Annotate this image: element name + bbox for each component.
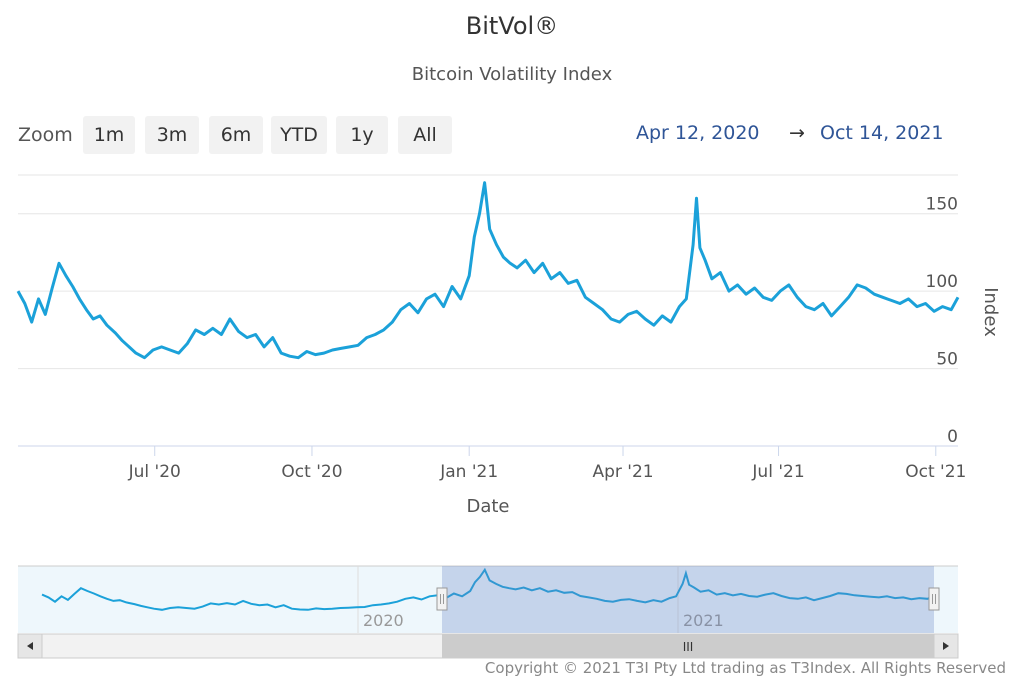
x-tick-label: Oct '20	[281, 462, 342, 482]
x-tick-label: Jul '21	[751, 462, 804, 482]
zoom-1m-button[interactable]: 1m	[83, 116, 135, 154]
navigator-right-handle[interactable]	[928, 587, 940, 611]
scroll-left-arrow-icon	[27, 642, 33, 650]
zoom-1y-button[interactable]: 1y	[336, 116, 388, 154]
copyright-text: Copyright © 2021 T3I Pty Ltd trading as …	[484, 659, 1006, 677]
x-tick-label: Oct '21	[905, 462, 966, 482]
chart-title: BitVol®	[465, 12, 559, 40]
range-arrow: →	[789, 122, 805, 144]
y-axis-ticks: 0 50 100 150	[926, 195, 958, 447]
navigator-series-line	[41, 567, 935, 611]
zoom-3m-button[interactable]: 3m	[145, 116, 199, 154]
range-from-input[interactable]: Apr 12, 2020	[636, 122, 760, 144]
navigator[interactable]: 2020 2021	[18, 565, 958, 633]
y-tick-label: 100	[926, 272, 958, 292]
navigator-year-2021: 2021	[683, 611, 724, 630]
scrollbar-thumb[interactable]	[442, 634, 934, 658]
scroll-right-arrow-icon	[943, 642, 949, 650]
y-tick-label: 150	[926, 195, 958, 215]
series-line	[16, 181, 960, 360]
zoom-all-button[interactable]: All	[398, 116, 452, 154]
zoom-6m-button[interactable]: 6m	[209, 116, 263, 154]
x-axis-label: Date	[466, 496, 509, 517]
scrollbar[interactable]: III	[17, 633, 959, 659]
navigator-year-2020: 2020	[363, 611, 404, 630]
chart-subtitle: Bitcoin Volatility Index	[411, 64, 613, 85]
navigator-left-handle[interactable]	[436, 587, 448, 611]
x-tick-label: Jan '21	[439, 462, 498, 482]
zoom-ytd-button[interactable]: YTD	[271, 116, 327, 154]
navigator-selected-range[interactable]	[442, 566, 934, 633]
grid-lines	[18, 174, 958, 447]
y-tick-label: 50	[936, 350, 958, 370]
y-axis-label: Index	[980, 287, 1001, 337]
x-tick-label: Apr '21	[592, 462, 653, 482]
y-tick-label: 0	[947, 427, 958, 447]
range-to-input[interactable]: Oct 14, 2021	[820, 122, 944, 144]
scrollbar-thumb-grip: III	[683, 640, 694, 654]
x-tick-label: Jul '20	[128, 462, 181, 482]
zoom-label: Zoom	[18, 124, 73, 146]
x-axis-ticks: Jul '20 Oct '20 Jan '21 Apr '21 Jul '21 Oct '…	[128, 446, 966, 482]
